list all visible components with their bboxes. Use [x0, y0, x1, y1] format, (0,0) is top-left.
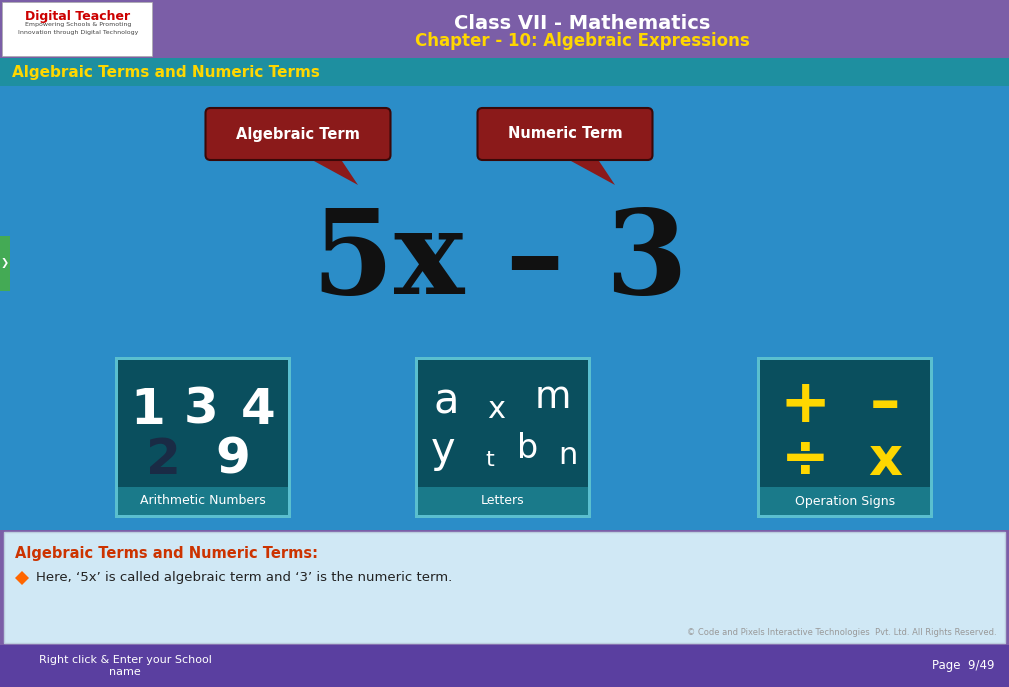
FancyBboxPatch shape	[415, 357, 591, 518]
Text: 9: 9	[216, 436, 250, 484]
Text: Chapter - 10: Algebraic Expressions: Chapter - 10: Algebraic Expressions	[415, 32, 750, 50]
Text: © Code and Pixels Interactive Technologies  Pvt. Ltd. All Rights Reserved.: © Code and Pixels Interactive Technologi…	[687, 628, 997, 637]
Text: Operation Signs: Operation Signs	[795, 495, 895, 508]
Text: Here, ‘5x’ is called algebraic term and ‘3’ is the numeric term.: Here, ‘5x’ is called algebraic term and …	[36, 572, 452, 585]
Text: 2: 2	[145, 436, 181, 484]
Polygon shape	[15, 571, 29, 585]
FancyBboxPatch shape	[757, 357, 933, 518]
Text: Right click & Enter your School
name: Right click & Enter your School name	[38, 655, 212, 677]
Text: –: –	[870, 376, 900, 434]
Text: 1: 1	[130, 386, 165, 434]
FancyBboxPatch shape	[0, 0, 1009, 58]
Text: Algebraic Terms and Numeric Terms:: Algebraic Terms and Numeric Terms:	[15, 546, 318, 561]
FancyBboxPatch shape	[118, 487, 288, 515]
Text: Letters: Letters	[481, 495, 525, 508]
Text: Empowering Schools & Promoting: Empowering Schools & Promoting	[25, 22, 131, 27]
Text: ❯: ❯	[1, 258, 9, 268]
Text: n: n	[558, 442, 578, 471]
Text: ÷: ÷	[781, 431, 829, 488]
FancyBboxPatch shape	[118, 360, 288, 487]
Text: x: x	[487, 396, 504, 425]
Text: t: t	[485, 450, 494, 470]
Text: 4: 4	[240, 386, 275, 434]
Text: +: +	[779, 376, 830, 434]
FancyBboxPatch shape	[760, 487, 930, 515]
Text: Algebraic Term: Algebraic Term	[236, 126, 360, 142]
FancyBboxPatch shape	[477, 108, 653, 160]
FancyBboxPatch shape	[115, 357, 291, 518]
Text: Innovation through Digital Technology: Innovation through Digital Technology	[18, 30, 138, 35]
FancyBboxPatch shape	[418, 487, 588, 515]
Text: a: a	[433, 381, 459, 423]
Text: m: m	[535, 380, 571, 416]
FancyBboxPatch shape	[0, 86, 1009, 530]
FancyBboxPatch shape	[0, 645, 1009, 687]
Text: b: b	[518, 431, 539, 464]
Text: Algebraic Terms and Numeric Terms: Algebraic Terms and Numeric Terms	[12, 65, 320, 80]
Text: Arithmetic Numbers: Arithmetic Numbers	[140, 495, 266, 508]
Text: x: x	[868, 434, 902, 486]
Text: 5x – 3: 5x – 3	[312, 203, 688, 319]
FancyBboxPatch shape	[4, 532, 1005, 643]
FancyBboxPatch shape	[0, 58, 1009, 86]
FancyBboxPatch shape	[0, 236, 10, 291]
Text: Class VII - Mathematics: Class VII - Mathematics	[454, 14, 710, 33]
Text: y: y	[431, 429, 455, 471]
FancyBboxPatch shape	[2, 2, 152, 56]
Text: Digital Teacher: Digital Teacher	[25, 10, 130, 23]
Text: 3: 3	[184, 386, 218, 434]
Polygon shape	[560, 155, 615, 185]
FancyBboxPatch shape	[760, 360, 930, 487]
Text: Page  9/49: Page 9/49	[931, 660, 994, 673]
Text: Numeric Term: Numeric Term	[508, 126, 623, 142]
Polygon shape	[303, 155, 358, 185]
FancyBboxPatch shape	[418, 360, 588, 487]
FancyBboxPatch shape	[206, 108, 390, 160]
